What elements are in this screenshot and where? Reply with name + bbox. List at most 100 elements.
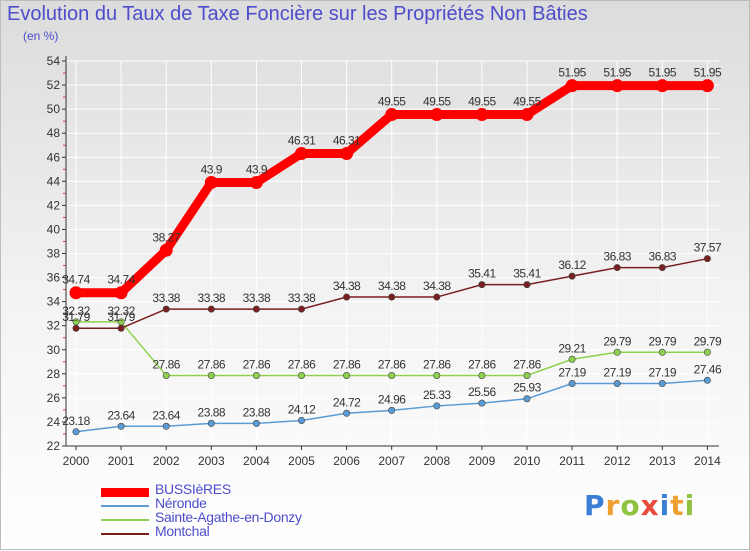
data-point [658, 264, 666, 272]
data-point [703, 376, 711, 384]
data-point [700, 79, 714, 93]
data-point [613, 380, 621, 388]
x-tick-label: 2000 [63, 454, 90, 468]
x-tick-label: 2004 [243, 454, 270, 468]
data-point [297, 416, 305, 424]
data-label: 33.38 [288, 291, 316, 305]
data-point [655, 79, 669, 93]
data-label: 29.79 [603, 334, 631, 348]
data-label: 46.31 [288, 134, 316, 148]
unit-label: (en %) [23, 29, 59, 43]
data-point [658, 380, 666, 388]
data-label: 49.55 [378, 95, 406, 109]
data-point [568, 355, 576, 363]
data-label: 33.38 [152, 291, 180, 305]
data-label: 49.55 [468, 95, 496, 109]
x-tick-label: 2010 [514, 454, 541, 468]
data-point [295, 147, 308, 161]
data-label: 27.19 [649, 366, 677, 380]
data-point [207, 371, 215, 379]
data-point [117, 422, 125, 430]
data-point [297, 305, 305, 313]
data-point [658, 348, 666, 356]
y-tick-label: 50 [47, 102, 61, 116]
data-point [430, 108, 444, 122]
x-tick-label: 2011 [559, 454, 585, 468]
x-tick-label: 2009 [469, 454, 496, 468]
data-point [610, 79, 624, 93]
data-label: 27.19 [558, 366, 586, 380]
data-point [433, 402, 441, 410]
data-label: 34.38 [423, 279, 451, 293]
legend-label-bussieres: BUSSIèRES [155, 481, 231, 497]
data-point [520, 108, 534, 122]
x-tick-label: 2007 [378, 454, 405, 468]
data-point [159, 243, 173, 257]
data-point [703, 348, 711, 356]
data-point [388, 406, 396, 414]
data-label: 27.86 [152, 357, 180, 371]
data-point [72, 324, 80, 332]
y-tick-label: 26 [47, 391, 61, 405]
data-point [523, 281, 531, 289]
data-label: 24.12 [288, 402, 316, 416]
legend-label-montchal: Montchal [155, 523, 210, 539]
data-label: 24.72 [333, 395, 361, 409]
x-tick-label: 2003 [198, 454, 225, 468]
data-point [69, 286, 83, 300]
data-label: 34.74 [107, 273, 135, 287]
data-label: 35.41 [468, 267, 496, 281]
data-label: 27.46 [694, 362, 722, 376]
x-tick-label: 2014 [694, 454, 721, 468]
x-tick-label: 2002 [153, 454, 180, 468]
data-point [523, 395, 531, 403]
data-point [252, 419, 260, 427]
data-label: 27.86 [468, 357, 496, 371]
data-point [340, 147, 354, 161]
data-label: 31.79 [107, 310, 135, 324]
data-label: 35.41 [513, 267, 541, 281]
data-point [433, 371, 441, 379]
data-label: 46.31 [333, 134, 361, 148]
y-tick-label: 40 [47, 222, 61, 236]
data-point [343, 409, 351, 417]
data-point [207, 305, 215, 313]
y-tick-label: 42 [47, 198, 61, 212]
data-label: 24.96 [378, 392, 406, 406]
data-label: 51.95 [694, 66, 722, 80]
data-label: 32.32 [62, 304, 90, 318]
data-label: 29.21 [558, 341, 586, 355]
data-label: 23.88 [198, 405, 226, 419]
data-label: 38.27 [152, 230, 180, 244]
x-tick-label: 2012 [604, 454, 631, 468]
data-point [613, 348, 621, 356]
data-label: 36.83 [649, 250, 677, 264]
data-point [388, 371, 396, 379]
data-point [475, 108, 489, 122]
data-point [117, 324, 125, 332]
data-point [72, 428, 80, 436]
data-label: 29.79 [649, 334, 677, 348]
data-label: 34.74 [62, 273, 90, 287]
x-tick-label: 2008 [423, 454, 450, 468]
y-tick-label: 24 [47, 415, 61, 429]
data-label: 34.38 [378, 279, 406, 293]
data-label: 36.83 [603, 250, 631, 264]
data-label: 27.86 [423, 357, 451, 371]
data-point [568, 272, 576, 280]
data-point [252, 305, 260, 313]
data-point [162, 305, 170, 313]
data-label: 32.32 [107, 304, 135, 318]
data-label: 25.56 [468, 385, 496, 399]
data-point [433, 293, 441, 301]
data-point [703, 255, 711, 263]
chart-title: Evolution du Taux de Taxe Foncière sur l… [7, 3, 588, 25]
y-tick-label: 28 [47, 367, 61, 381]
data-point [568, 380, 576, 388]
data-point [249, 176, 263, 190]
y-tick-label: 36 [47, 271, 61, 285]
data-label: 33.38 [198, 291, 226, 305]
data-point [343, 293, 351, 301]
data-point [204, 176, 218, 190]
